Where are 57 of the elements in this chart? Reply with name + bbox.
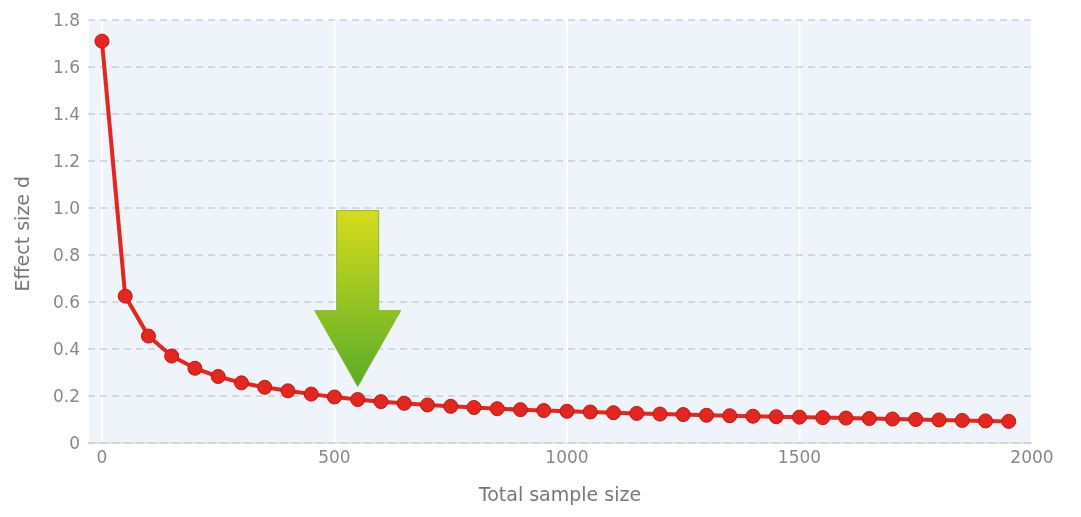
point	[396, 395, 412, 411]
x-tick-label: 1000	[545, 447, 589, 468]
point	[605, 405, 621, 421]
point	[94, 33, 110, 49]
y-tick-label: 1.4	[52, 104, 80, 125]
point	[512, 402, 528, 418]
point	[257, 379, 273, 395]
y-tick-label: 1.8	[52, 10, 80, 31]
y-axis-title: Effect size d	[10, 175, 33, 292]
point	[908, 412, 924, 427]
point	[210, 369, 226, 384]
point	[745, 408, 761, 424]
point	[443, 398, 459, 414]
point	[303, 386, 319, 402]
y-tick-label: 1.0	[52, 198, 80, 219]
point	[861, 411, 877, 427]
point	[815, 410, 831, 426]
point	[419, 397, 435, 413]
y-tick-label: 0	[69, 433, 80, 454]
point	[768, 409, 784, 425]
point	[722, 408, 738, 424]
x-tick-label: 0	[96, 447, 108, 468]
point	[326, 389, 342, 405]
point	[652, 406, 668, 422]
point	[884, 411, 900, 427]
point	[1001, 413, 1017, 429]
point	[954, 412, 970, 428]
point	[280, 383, 296, 399]
y-tick-label: 0.8	[52, 245, 80, 266]
x-tick-label: 500	[318, 447, 351, 468]
point	[233, 375, 249, 391]
y-tick-label: 1.6	[52, 57, 80, 78]
x-tick-label: 1500	[777, 447, 822, 468]
point	[350, 392, 366, 408]
point	[559, 403, 575, 419]
point	[536, 403, 552, 419]
point	[582, 404, 598, 420]
y-tick-label: 0.4	[52, 339, 80, 360]
point	[466, 400, 482, 416]
y-tick-label: 0.6	[52, 292, 80, 313]
point	[698, 407, 714, 423]
point	[187, 360, 203, 376]
x-tick-label: 2000	[1010, 447, 1054, 468]
point	[931, 412, 947, 428]
point	[164, 348, 180, 364]
x-axis-title: Total sample size	[477, 483, 642, 505]
point	[489, 401, 505, 417]
point	[629, 405, 645, 421]
y-tick-label: 0.2	[52, 386, 80, 407]
y-tick-label: 1.2	[52, 151, 80, 172]
point	[117, 288, 133, 304]
point	[791, 409, 807, 425]
point	[978, 413, 993, 429]
point	[140, 328, 156, 344]
point	[373, 394, 389, 410]
point	[675, 407, 691, 423]
point	[838, 410, 854, 426]
